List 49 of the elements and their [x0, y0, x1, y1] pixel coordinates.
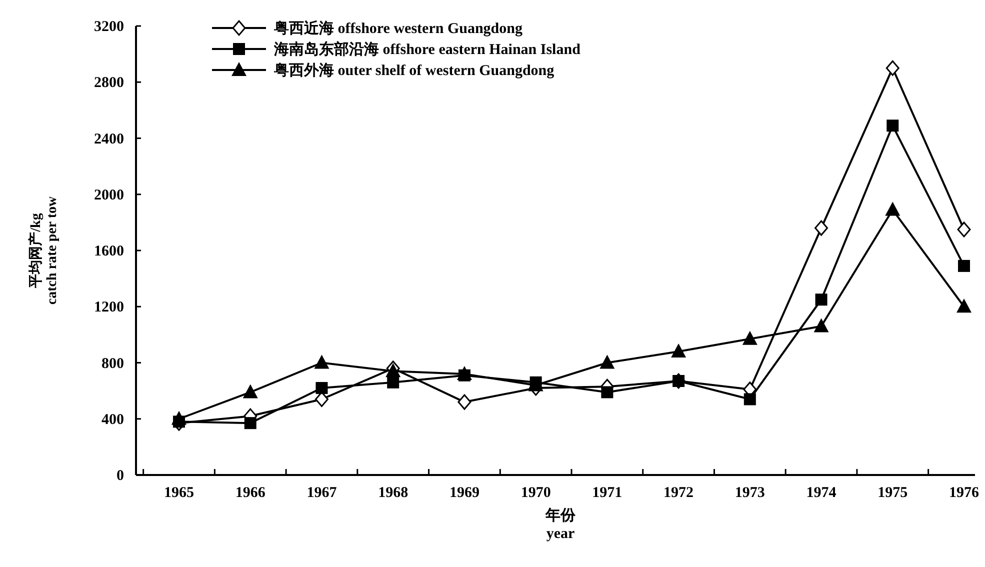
x-tick-label: 1968 — [378, 485, 408, 501]
point — [885, 202, 900, 216]
legend-label: 海南岛东部沿海 offshore eastern Hainan Island — [273, 40, 582, 58]
y-tick-label: 0 — [116, 468, 124, 484]
point — [387, 376, 400, 388]
y-tick-label: 1200 — [94, 300, 124, 316]
point — [314, 354, 330, 369]
legend-label: 粤西外海 outer shelf of western Guangdong — [273, 62, 555, 79]
point — [456, 366, 472, 380]
y-tick-label: 2800 — [94, 75, 124, 92]
point — [386, 363, 401, 378]
x-tick-label: 1975 — [878, 485, 908, 501]
point — [244, 417, 256, 430]
y-axis-title: 平均网产/kg catch rate per tow — [27, 196, 60, 305]
point — [316, 382, 328, 394]
point — [958, 260, 970, 272]
x-axis-title: 年份 year — [544, 507, 576, 542]
legend-label: 粤西近海 offshore western Guangdong — [273, 20, 523, 37]
y-tick-label: 400 — [102, 412, 124, 428]
point — [886, 60, 900, 76]
x-tick-label: 1965 — [164, 485, 194, 501]
point — [458, 394, 472, 410]
point — [744, 393, 756, 406]
point — [814, 220, 828, 236]
point — [242, 384, 258, 398]
x-tick-label: 1967 — [306, 485, 338, 501]
point — [956, 298, 972, 313]
point — [600, 354, 615, 369]
x-tick-label: 1972 — [664, 485, 694, 501]
y-tick-label: 3200 — [94, 19, 124, 35]
point — [172, 410, 186, 425]
y-tick-label: 2000 — [94, 187, 124, 204]
y-tick-label: 800 — [102, 356, 124, 372]
x-tick-label: 1970 — [520, 485, 551, 501]
x-tick-label: 1973 — [734, 485, 765, 501]
y-tick-label: 2400 — [94, 131, 124, 148]
point — [601, 386, 614, 398]
point — [957, 222, 971, 238]
x-tick-label: 1971 — [592, 485, 622, 501]
point — [671, 344, 686, 358]
point — [814, 318, 829, 332]
x-tick-label: 1974 — [806, 485, 837, 501]
x-tick-label: 1966 — [235, 485, 266, 501]
x-tick-label: 1976 — [949, 485, 980, 501]
y-tick-label: 1600 — [94, 244, 124, 260]
x-tick-label: 1969 — [449, 485, 480, 501]
point — [815, 294, 828, 306]
point — [742, 330, 758, 345]
point — [886, 120, 899, 132]
